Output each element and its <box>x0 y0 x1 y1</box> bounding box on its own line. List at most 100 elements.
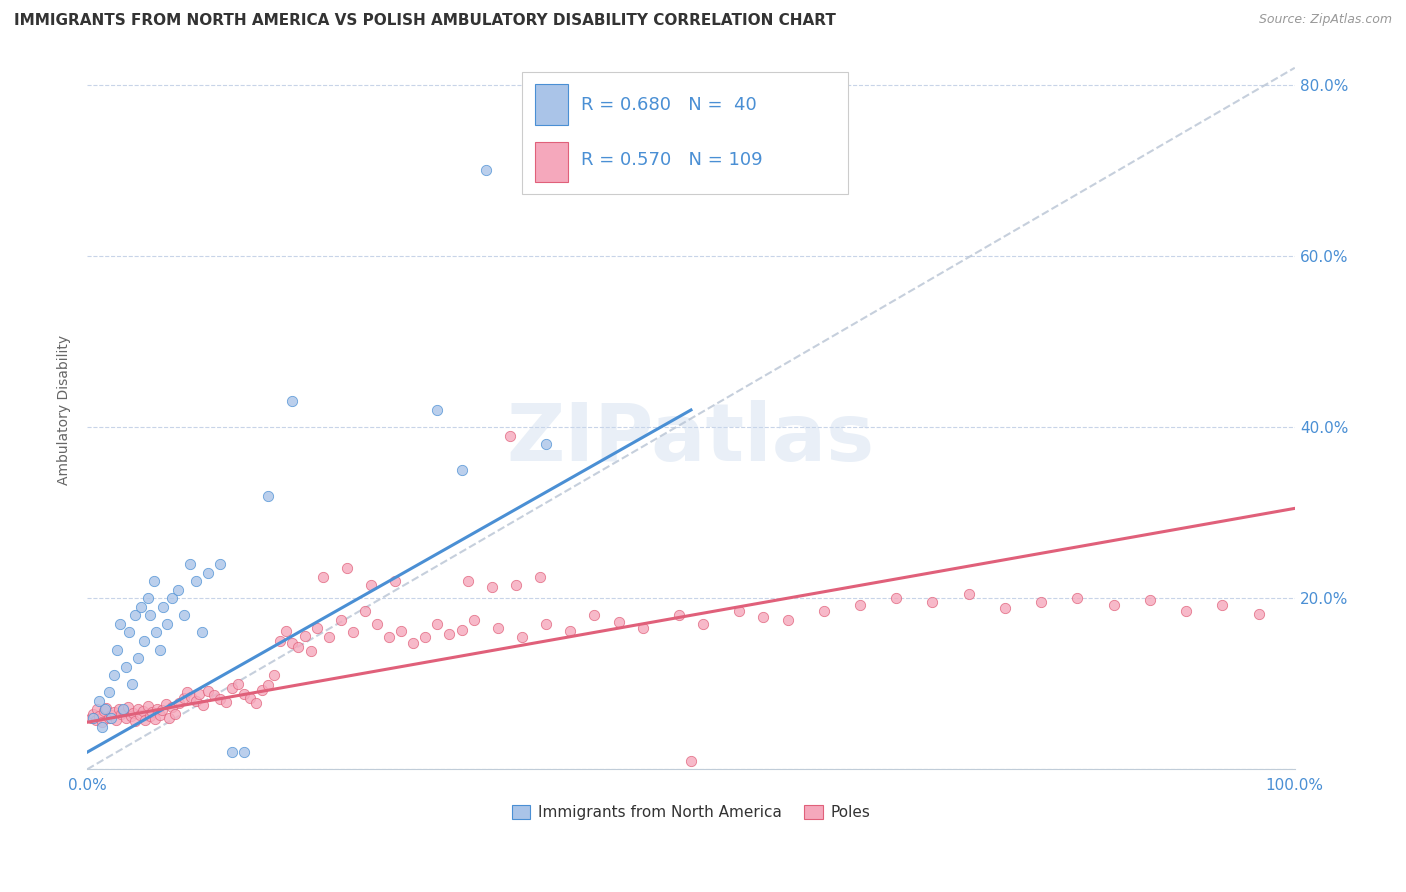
Point <box>607 615 630 629</box>
Point <box>921 595 943 609</box>
Point <box>114 659 136 673</box>
Y-axis label: Ambulatory Disability: Ambulatory Disability <box>58 334 72 485</box>
Point <box>245 696 267 710</box>
Point <box>281 636 304 650</box>
Point <box>112 703 135 717</box>
Point <box>156 616 179 631</box>
Text: ZIPatlas: ZIPatlas <box>506 400 875 478</box>
Point <box>82 706 104 721</box>
Point <box>173 691 195 706</box>
Point <box>184 694 207 708</box>
Point <box>84 713 107 727</box>
Point <box>1102 598 1125 612</box>
Point <box>132 634 155 648</box>
Point <box>510 630 533 644</box>
Point <box>534 437 557 451</box>
Point <box>117 699 139 714</box>
Point <box>402 636 425 650</box>
Point <box>142 574 165 588</box>
Point <box>80 711 103 725</box>
Point <box>149 642 172 657</box>
Point <box>122 706 145 720</box>
Point <box>215 695 238 709</box>
Point <box>145 625 167 640</box>
Point <box>1247 607 1270 621</box>
Point <box>257 678 280 692</box>
Point <box>131 599 153 614</box>
Point <box>233 745 256 759</box>
Point <box>139 608 162 623</box>
Point <box>384 574 406 588</box>
Point <box>173 608 195 623</box>
Point <box>191 625 214 640</box>
Point <box>155 698 177 712</box>
Point <box>1031 595 1053 609</box>
Point <box>426 403 449 417</box>
Point <box>463 613 485 627</box>
Point <box>849 598 872 612</box>
Point <box>752 610 775 624</box>
Point <box>957 587 980 601</box>
Point <box>118 625 141 640</box>
Point <box>668 608 690 623</box>
Point <box>529 570 551 584</box>
Point <box>560 624 582 638</box>
Point <box>679 754 702 768</box>
Point <box>96 700 118 714</box>
Point <box>149 707 172 722</box>
Point <box>208 557 231 571</box>
Point <box>89 709 111 723</box>
Point <box>631 621 654 635</box>
Point <box>100 711 122 725</box>
Point <box>105 642 128 657</box>
Point <box>180 690 202 704</box>
Point <box>197 683 219 698</box>
Point <box>360 578 382 592</box>
Point <box>299 644 322 658</box>
Point <box>450 463 472 477</box>
Point <box>129 708 152 723</box>
Point <box>86 702 108 716</box>
Point <box>311 570 333 584</box>
Point <box>100 708 122 723</box>
Point <box>139 709 162 723</box>
Point <box>124 714 146 728</box>
Point <box>329 613 352 627</box>
Point <box>505 578 527 592</box>
Point <box>90 719 112 733</box>
Point <box>165 706 187 721</box>
Point <box>534 616 557 631</box>
Point <box>813 604 835 618</box>
Point <box>776 613 799 627</box>
Point <box>184 574 207 588</box>
Point <box>103 705 125 719</box>
Point <box>221 681 243 695</box>
Point <box>114 711 136 725</box>
Point <box>131 704 153 718</box>
Point <box>134 713 156 727</box>
Point <box>179 557 201 571</box>
Point <box>107 701 129 715</box>
Point <box>157 711 180 725</box>
Point <box>226 677 249 691</box>
Point <box>197 566 219 580</box>
Point <box>82 711 104 725</box>
Text: Source: ZipAtlas.com: Source: ZipAtlas.com <box>1258 13 1392 27</box>
Point <box>276 624 298 638</box>
Point <box>124 608 146 623</box>
Point <box>127 702 149 716</box>
Point <box>176 685 198 699</box>
Point <box>233 687 256 701</box>
Point <box>239 691 262 706</box>
Text: IMMIGRANTS FROM NORTH AMERICA VS POLISH AMBULATORY DISABILITY CORRELATION CHART: IMMIGRANTS FROM NORTH AMERICA VS POLISH … <box>14 13 837 29</box>
Point <box>105 713 128 727</box>
Point <box>481 580 503 594</box>
Point <box>994 601 1017 615</box>
Point <box>93 704 115 718</box>
Point <box>136 591 159 606</box>
Point <box>457 574 479 588</box>
Point <box>342 625 364 640</box>
Point <box>221 745 243 759</box>
Point <box>103 668 125 682</box>
Point <box>450 623 472 637</box>
